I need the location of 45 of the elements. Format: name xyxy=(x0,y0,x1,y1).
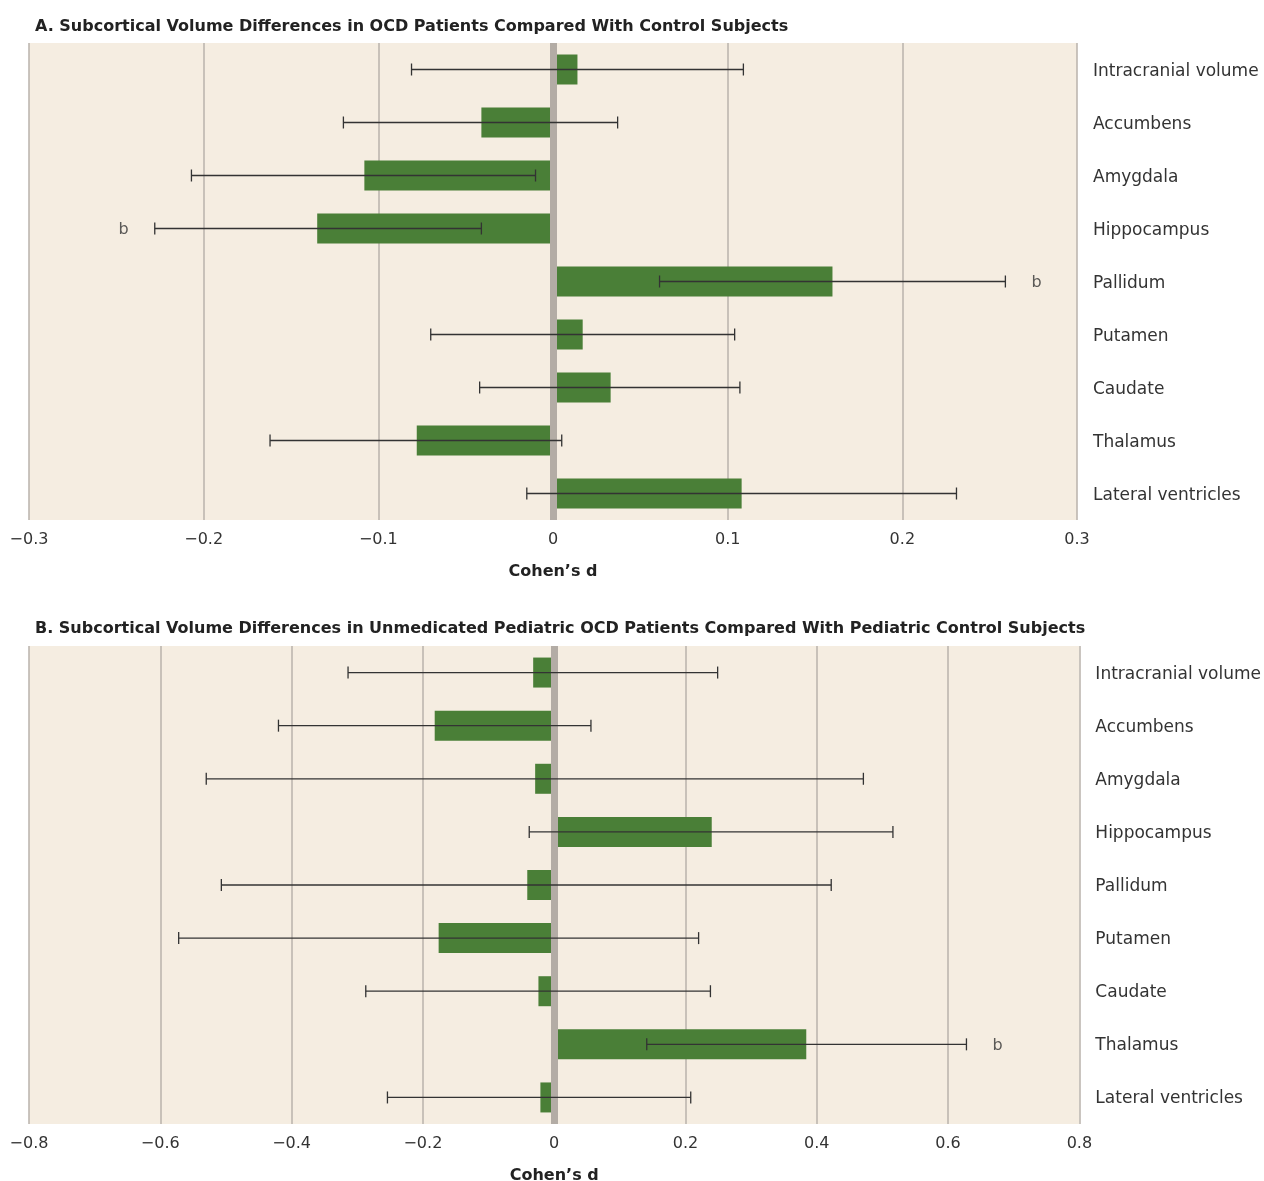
bar xyxy=(416,425,553,456)
x-tick-label: 0.3 xyxy=(1064,528,1090,548)
chart-title: B. Subcortical Volume Differences in Unmedicated Pediatric OCD Patients Compared With Pediatric Control Subjects xyxy=(35,617,1086,637)
x-tick-label: 0.8 xyxy=(1066,1132,1093,1152)
x-tick-label: 0.2 xyxy=(889,528,916,548)
x-axis-title: Cohen’s d xyxy=(508,560,598,580)
bar xyxy=(317,213,553,244)
x-tick-label: −0.3 xyxy=(9,528,49,548)
x-tick-label: 0.4 xyxy=(804,1132,830,1152)
bar xyxy=(481,107,553,138)
y-tick-label: Thalamus xyxy=(1092,430,1177,451)
x-tick-label: −0.4 xyxy=(272,1132,312,1152)
y-tick-label: Pallidum xyxy=(1095,875,1168,895)
chart-title: A. Subcortical Volume Differences in OCD Patients Compared With Control Subjects xyxy=(35,15,789,35)
y-tick-label: Putamen xyxy=(1093,324,1169,345)
y-tick-label: Pallidum xyxy=(1093,271,1166,292)
x-tick-label: 0.6 xyxy=(935,1132,961,1152)
annotation: b xyxy=(1031,272,1042,291)
x-tick-label: −0.2 xyxy=(403,1132,443,1152)
y-tick-label: Intracranial volume xyxy=(1093,59,1259,80)
annotation: b xyxy=(118,219,129,238)
x-tick-label: 0.2 xyxy=(672,1132,699,1152)
x-tick-label: −0.8 xyxy=(9,1132,49,1152)
y-tick-label: Thalamus xyxy=(1094,1034,1179,1055)
y-tick-label: Accumbens xyxy=(1095,715,1194,736)
x-tick-label: −0.1 xyxy=(358,528,398,548)
y-tick-label: Amygdala xyxy=(1093,165,1179,186)
y-tick-label: Lateral ventricles xyxy=(1093,483,1241,504)
annotation: b xyxy=(992,1034,1003,1054)
y-tick-label: Caudate xyxy=(1095,981,1167,1002)
y-tick-label: Lateral ventricles xyxy=(1095,1087,1244,1108)
x-tick-label: −0.2 xyxy=(184,528,224,548)
x-tick-label: −0.6 xyxy=(140,1132,180,1152)
y-tick-label: Caudate xyxy=(1093,377,1165,398)
y-tick-label: Putamen xyxy=(1095,928,1171,949)
x-tick-label: 0.1 xyxy=(714,528,741,548)
bar xyxy=(364,160,553,191)
y-tick-label: Intracranial volume xyxy=(1095,662,1262,683)
y-tick-label: Accumbens xyxy=(1093,112,1192,133)
x-axis-title: Cohen’s d xyxy=(509,1164,599,1181)
x-tick-label: 0 xyxy=(547,528,559,548)
y-tick-label: Hippocampus xyxy=(1095,821,1212,842)
y-tick-label: Hippocampus xyxy=(1093,218,1210,239)
y-tick-label: Amygdala xyxy=(1095,768,1181,789)
x-tick-label: 0 xyxy=(549,1132,560,1152)
